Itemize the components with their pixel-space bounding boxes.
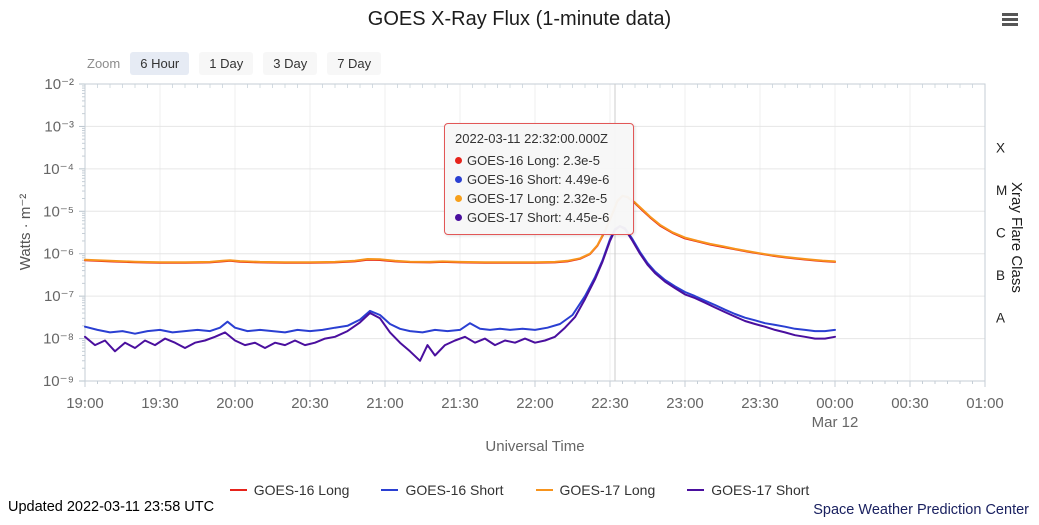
y-tick-label: 10⁻³: [44, 118, 74, 135]
swpc-credit: Space Weather Prediction Center: [813, 502, 1029, 518]
y-tick-label: 10⁻⁸: [43, 331, 74, 348]
legend-item-goes-17-long[interactable]: GOES-17 Long: [535, 482, 656, 498]
plot-border: [84, 83, 986, 382]
updated-timestamp: Updated 2022-03-11 23:58 UTC: [8, 499, 215, 515]
x-axis-title: Universal Time: [485, 438, 585, 455]
zoom-button-7-day[interactable]: 7 Day: [327, 52, 382, 75]
zoom-button-group: 6 Hour 1 Day 3 Day 7 Day: [130, 52, 382, 75]
hamburger-bar: [1002, 23, 1018, 26]
legend-item-goes-16-short[interactable]: GOES-16 Short: [381, 482, 504, 498]
x-tick-label: 01:00: [966, 395, 1004, 412]
legend-line-icon: [229, 489, 247, 491]
x-tick-label: 00:30: [891, 395, 929, 412]
tooltip-row: GOES-16 Long: 2.3e-5: [455, 151, 623, 170]
legend-line-icon: [535, 489, 553, 491]
legend-item-goes-17-short[interactable]: GOES-17 Short: [687, 482, 809, 498]
hamburger-bar: [1002, 13, 1018, 16]
legend-label: GOES-17 Long: [559, 482, 656, 498]
x-tick-label: 22:00: [516, 395, 554, 412]
legend-line-icon: [687, 489, 705, 491]
zoom-toolbar: Zoom 6 Hour 1 Day 3 Day 7 Day: [87, 52, 382, 75]
tooltip-row: GOES-17 Long: 2.32e-5: [455, 189, 623, 208]
flare-class-label-b: B: [996, 268, 1005, 283]
y-tick-label: 10⁻⁵: [43, 203, 74, 220]
x-tick-label: 19:00: [66, 395, 104, 412]
y-tick-label: 10⁻⁴: [43, 161, 74, 178]
flare-class-axis-title: Xray Flare Class: [1008, 181, 1025, 293]
x-tick-label: 23:30: [741, 395, 779, 412]
x-tick-sub-label: Mar 12: [812, 414, 859, 431]
y-tick-label: 10⁻⁹: [43, 373, 74, 390]
legend-label: GOES-16 Long: [253, 482, 350, 498]
flare-class-label-x: X: [996, 141, 1005, 156]
series-line-goes-16-short[interactable]: [84, 225, 836, 335]
x-tick-label: 00:00: [816, 395, 854, 412]
chart-tooltip: 2022-03-11 22:32:00.000Z GOES-16 Long: 2…: [444, 123, 634, 235]
x-tick-label: 20:00: [216, 395, 254, 412]
flare-class-label-a: A: [996, 310, 1005, 325]
hamburger-menu-icon[interactable]: [999, 11, 1021, 31]
legend-label: GOES-16 Short: [405, 482, 504, 498]
series-color-dot-icon: [455, 214, 462, 221]
zoom-button-3-day[interactable]: 3 Day: [263, 52, 318, 75]
series-color-dot-icon: [455, 157, 462, 164]
y-axis-title: Watts · m⁻²: [17, 193, 34, 271]
legend-item-goes-16-long[interactable]: GOES-16 Long: [229, 482, 350, 498]
x-tick-label: 20:30: [291, 395, 329, 412]
series-color-dot-icon: [455, 195, 462, 202]
series-color-dot-icon: [455, 176, 462, 183]
legend-line-icon: [381, 489, 399, 491]
hamburger-bar: [1002, 18, 1018, 21]
y-tick-label: 10⁻²: [44, 76, 74, 93]
x-tick-label: 23:00: [666, 395, 704, 412]
flare-class-label-m: M: [996, 183, 1007, 198]
y-tick-label: 10⁻⁶: [43, 246, 74, 263]
zoom-button-1-day[interactable]: 1 Day: [199, 52, 254, 75]
zoom-toolbar-label: Zoom: [87, 56, 121, 71]
x-tick-label: 19:30: [141, 395, 179, 412]
page-title: GOES X-Ray Flux (1-minute data): [367, 8, 672, 30]
series-line-goes-17-long[interactable]: [84, 194, 836, 264]
zoom-button-6-hour[interactable]: 6 Hour: [130, 52, 190, 75]
x-tick-label: 22:30: [591, 395, 629, 412]
tooltip-row: GOES-17 Short: 4.45e-6: [455, 208, 623, 227]
tooltip-rows: GOES-16 Long: 2.3e-5 GOES-16 Short: 4.49e…: [455, 151, 623, 227]
flare-class-label-c: C: [996, 226, 1006, 241]
y-tick-label: 10⁻⁷: [44, 288, 74, 305]
tooltip-row: GOES-16 Short: 4.49e-6: [455, 170, 623, 189]
x-tick-label: 21:30: [441, 395, 479, 412]
legend-label: GOES-17 Short: [711, 482, 810, 498]
series-line-goes-17-short[interactable]: [84, 225, 836, 362]
flux-chart-plot-area[interactable]: 19:00 19:30 20:00 20:30 21:00 21:30 22:00 22:30…: [0, 0, 1039, 470]
chart-legend: GOES-16 Long GOES-16 Short GOES-17 Long GOE…: [0, 482, 1039, 498]
x-tick-label: 21:00: [366, 395, 404, 412]
tooltip-timestamp: 2022-03-11 22:32:00.000Z: [455, 131, 608, 146]
